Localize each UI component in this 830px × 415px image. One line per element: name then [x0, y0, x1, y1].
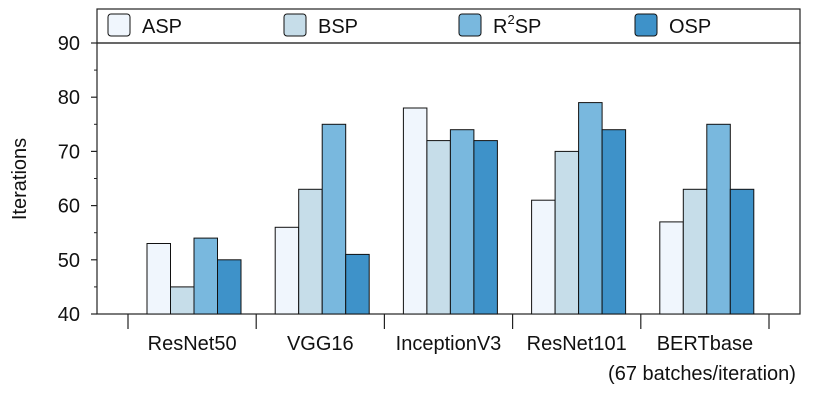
- y-tick-label-80: 80: [58, 87, 80, 109]
- y-tick-label-50: 50: [58, 250, 80, 272]
- legend-label-osp: OSP: [669, 16, 711, 38]
- bar-r2sp-4: [706, 123, 731, 315]
- legend-label-bsp: BSP: [318, 16, 358, 38]
- bar-asp-3: [531, 199, 556, 315]
- bar-bsp-0: [170, 286, 195, 315]
- y-tick-label-70: 70: [58, 141, 80, 163]
- x-tick-label-4-sub: (67 batches/iteration): [608, 363, 796, 385]
- legend-label-r2sp: R2SP: [493, 12, 541, 38]
- x-tick-label-3: ResNet101: [527, 333, 627, 355]
- y-axis: 40 50 60 70 80 90: [58, 33, 97, 326]
- bar-r2sp-1: [321, 123, 347, 315]
- y-tick-label-40: 40: [58, 304, 80, 326]
- y-tick-label-90: 90: [58, 33, 80, 55]
- bar-bsp-3: [554, 150, 580, 315]
- bar-r2sp-0: [193, 237, 218, 315]
- y-tick-label-60: 60: [58, 196, 80, 218]
- bar-bsp-4: [682, 188, 708, 315]
- bar-r2sp-3: [578, 102, 603, 315]
- bars: [146, 102, 755, 315]
- y-axis-label: Iterations: [9, 138, 31, 220]
- x-tick-label-4: BERTbase: [657, 333, 753, 355]
- x-tick-label-1: VGG16: [287, 333, 354, 355]
- bar-osp-1: [345, 253, 370, 315]
- bar-asp-4: [659, 221, 684, 315]
- bar-osp-4: [729, 188, 755, 315]
- x-tick-label-2: InceptionV3: [396, 333, 502, 355]
- bar-asp-1: [274, 226, 300, 315]
- bar-osp-3: [601, 129, 627, 315]
- legend-label-asp: ASP: [142, 16, 182, 38]
- bar-bsp-1: [298, 188, 323, 315]
- legend-swatch-bsp: [283, 13, 307, 37]
- bar-bsp-2: [426, 140, 451, 315]
- bar-osp-0: [217, 259, 242, 315]
- legend: ASP BSP R2SP OSP: [107, 12, 711, 38]
- legend-swatch-r2sp: [458, 13, 482, 37]
- legend-box: [96, 8, 801, 44]
- bar-osp-2: [473, 140, 498, 315]
- legend-swatch-osp: [634, 13, 658, 37]
- x-axis: ResNet50 VGG16 InceptionV3 ResNet101 BERTbas…: [127, 314, 796, 385]
- legend-swatch-asp: [107, 13, 131, 37]
- bar-asp-2: [402, 107, 428, 315]
- x-tick-label-0: ResNet50: [148, 333, 237, 355]
- bar-asp-0: [146, 243, 171, 315]
- bar-r2sp-2: [449, 129, 475, 315]
